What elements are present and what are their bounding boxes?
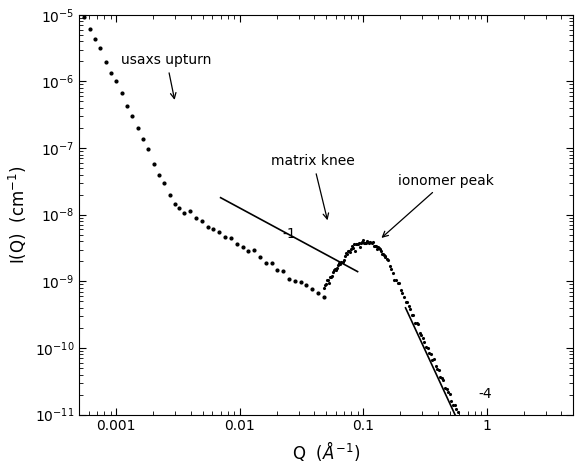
Text: -4: -4 [478,387,492,400]
X-axis label: Q  ($\AA^{-1}$): Q ($\AA^{-1}$) [292,439,360,463]
Text: matrix knee: matrix knee [271,154,355,219]
Text: usaxs upturn: usaxs upturn [121,54,212,99]
Y-axis label: I(Q)  (cm$^{-1}$): I(Q) (cm$^{-1}$) [7,165,29,264]
Text: -1: -1 [282,227,296,241]
Text: ionomer peak: ionomer peak [382,174,494,237]
